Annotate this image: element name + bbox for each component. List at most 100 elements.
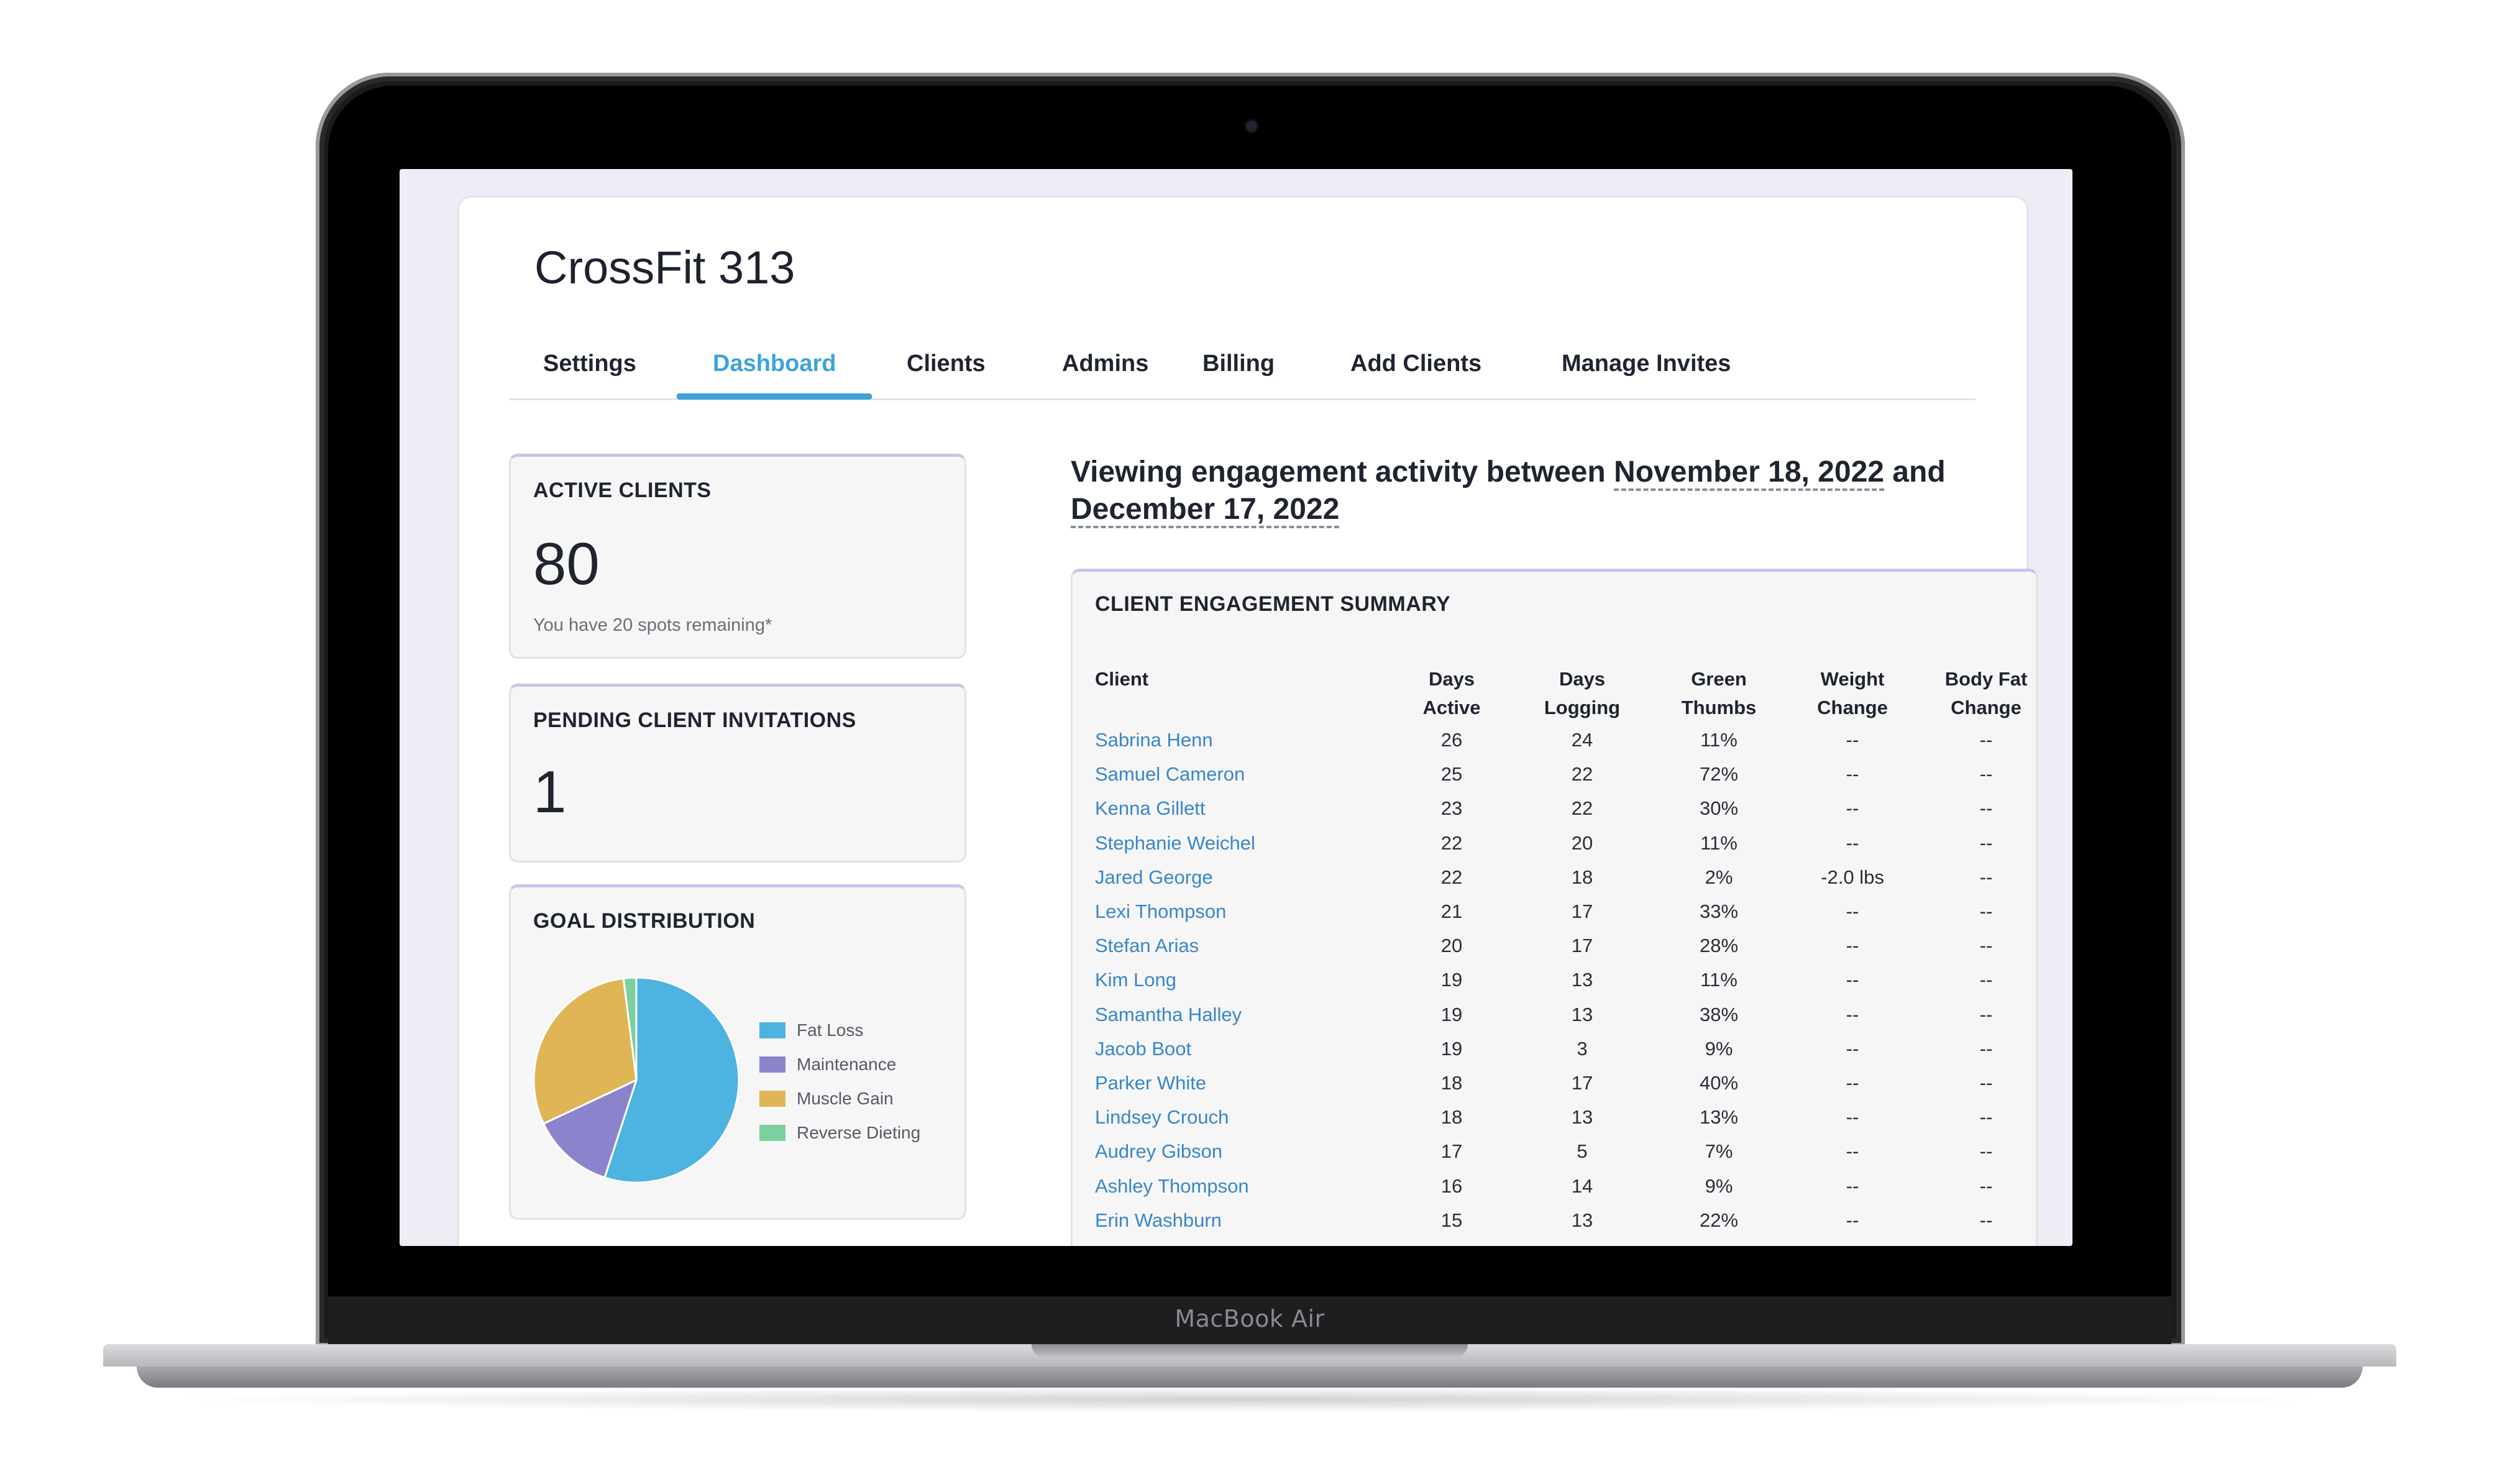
legend-swatch: [759, 1056, 785, 1073]
table-row: Audrey Gibson 17 5 7% -- --: [1073, 1134, 2036, 1168]
tab-billing[interactable]: Billing: [1202, 350, 1275, 377]
pending-invitations-card: PENDING CLIENT INVITATIONS 1: [509, 684, 966, 863]
main-card: CrossFit 313 Settings Dashboard Clients Adm…: [457, 196, 2038, 1246]
table-row: Jared George 22 18 2% -2.0 lbs --: [1073, 860, 2036, 894]
pie-slice-reverse-dieting[interactable]: [622, 976, 638, 1081]
table-cell: --: [1979, 1072, 1993, 1094]
table-row: Stefan Arias 20 17 28% -- --: [1073, 928, 2036, 963]
table-cell: 28%: [1699, 935, 1739, 957]
legend-item[interactable]: Maintenance: [759, 1052, 896, 1077]
camera-icon: [1246, 121, 1257, 132]
table-row: Clint Thompson13122%----: [1073, 1237, 2036, 1246]
client-name-link[interactable]: Kim Long: [1095, 969, 1176, 991]
goal-pie-chart: [533, 976, 740, 1184]
client-name-link[interactable]: Jared George: [1095, 866, 1213, 888]
table-cell: --: [1979, 866, 1993, 888]
table-cell: 2%: [1705, 866, 1733, 888]
client-name-link[interactable]: Samuel Cameron: [1095, 763, 1245, 786]
table-cell: 17: [1571, 900, 1593, 922]
client-name-link[interactable]: Lexi Thompson: [1095, 900, 1227, 922]
table-cell: 9%: [1705, 1175, 1733, 1197]
table-cell: 11%: [1700, 969, 1738, 991]
laptop-opening-notch: [1032, 1344, 1468, 1358]
table-row: Lexi Thompson 21 17 33% -- --: [1073, 894, 2036, 928]
table-cell: 18: [1440, 1072, 1463, 1094]
table-cell: --: [1979, 1209, 1993, 1231]
pie-slice-fat-loss[interactable]: [603, 976, 740, 1184]
column-header-line: Active: [1422, 697, 1481, 718]
table-cell: --: [1846, 729, 1859, 751]
table-row: Sabrina Henn 26 24 11% -- --: [1073, 723, 2036, 757]
table-cell: --: [1979, 935, 1993, 957]
table-cell: --: [1846, 1175, 1859, 1197]
table-cell: 38%: [1699, 1003, 1739, 1025]
column-header-line: Body Fat: [1944, 668, 2028, 690]
table-cell: --: [1979, 797, 1993, 820]
pie-slice-muscle-gain[interactable]: [533, 977, 638, 1125]
tab-add-clients[interactable]: Add Clients: [1350, 350, 1482, 377]
table-cell: 14: [1571, 1175, 1593, 1197]
table-cell: 33%: [1699, 900, 1739, 922]
tab-clients[interactable]: Clients: [907, 350, 986, 377]
client-name-link[interactable]: Audrey Gibson: [1095, 1140, 1223, 1163]
table-row: Kim Long 19 13 11% -- --: [1073, 963, 2036, 997]
client-name-link[interactable]: Parker White: [1095, 1072, 1207, 1094]
client-name-link[interactable]: Samantha Halley: [1095, 1003, 1242, 1025]
legend-item[interactable]: Muscle Gain: [759, 1086, 894, 1111]
tab-manage-invites[interactable]: Manage Invites: [1562, 350, 1731, 377]
client-name-link[interactable]: Kenna Gillett: [1095, 797, 1206, 820]
table-cell: 11%: [1700, 831, 1738, 854]
client-name-link[interactable]: Jacob Boot: [1095, 1037, 1192, 1060]
table-cell: 3: [1577, 1037, 1588, 1060]
table-cell: 19: [1440, 1037, 1463, 1060]
column-header-line: Client: [1095, 668, 1149, 690]
screen: CrossFit 313 Settings Dashboard Clients Adm…: [400, 169, 2072, 1246]
table-cell: --: [1846, 763, 1859, 786]
table-cell: 20: [1440, 935, 1463, 957]
table-cell: 21: [1440, 900, 1463, 922]
table-cell: --: [1979, 1003, 1993, 1025]
table-cell: --: [1979, 1175, 1993, 1197]
client-name-link[interactable]: Sabrina Henn: [1095, 729, 1213, 751]
table-cell: --: [1846, 1072, 1859, 1094]
client-name-link[interactable]: Clint Thompson: [1095, 1237, 1344, 1246]
client-name-link[interactable]: Erin Washburn: [1095, 1209, 1222, 1231]
column-header-line: Days: [1428, 668, 1475, 690]
tab-dashboard[interactable]: Dashboard: [676, 331, 873, 400]
tab-admins[interactable]: Admins: [1062, 350, 1149, 377]
client-name-link[interactable]: Lindsey Crouch: [1095, 1106, 1229, 1129]
column-header: Days Logging: [1526, 665, 1638, 722]
legend-item[interactable]: Fat Loss: [759, 1018, 863, 1043]
table-row: Jacob Boot 19 3 9% -- --: [1073, 1032, 2036, 1066]
client-name-link[interactable]: Stefan Arias: [1095, 935, 1199, 957]
table-cell: --: [1846, 900, 1859, 922]
table-cell: 16: [1440, 1175, 1463, 1197]
engagement-table-title: CLIENT ENGAGEMENT SUMMARY: [1095, 592, 1451, 616]
table-cell: 24: [1571, 729, 1593, 751]
legend-swatch: [759, 1022, 785, 1038]
client-engagement-summary: CLIENT ENGAGEMENT SUMMARY Client Days Acti…: [1071, 569, 2038, 1246]
table-cell: --: [1979, 1140, 1993, 1163]
table-cell: 13: [1571, 1209, 1593, 1231]
column-header-line: Logging: [1544, 697, 1621, 718]
legend-label: Fat Loss: [797, 1020, 864, 1040]
table-cell: 17: [1571, 935, 1593, 957]
tab-settings[interactable]: Settings: [543, 350, 636, 377]
column-header: Weight Change: [1797, 665, 1908, 722]
start-date[interactable]: November 18, 2022: [1614, 456, 1884, 491]
table-cell: 9%: [1705, 1037, 1733, 1060]
end-date[interactable]: December 17, 2022: [1071, 493, 1340, 528]
table-cell: 22: [1440, 831, 1463, 854]
table-cell: --: [1797, 1237, 1908, 1246]
table-row: Samantha Halley 19 13 38% -- --: [1073, 997, 2036, 1032]
client-name-link[interactable]: Ashley Thompson: [1095, 1175, 1249, 1197]
table-cell: 40%: [1699, 1072, 1739, 1094]
client-name-link[interactable]: Stephanie Weichel: [1095, 831, 1255, 854]
legend-item[interactable]: Reverse Dieting: [759, 1120, 920, 1145]
pie-slice-maintenance[interactable]: [542, 1078, 638, 1179]
table-cell: --: [1846, 1140, 1859, 1163]
table-cell: 2%: [1663, 1237, 1775, 1246]
table-cell: 11%: [1700, 729, 1738, 751]
table-cell: --: [1979, 969, 1993, 991]
table-cell: --: [1846, 1003, 1859, 1025]
